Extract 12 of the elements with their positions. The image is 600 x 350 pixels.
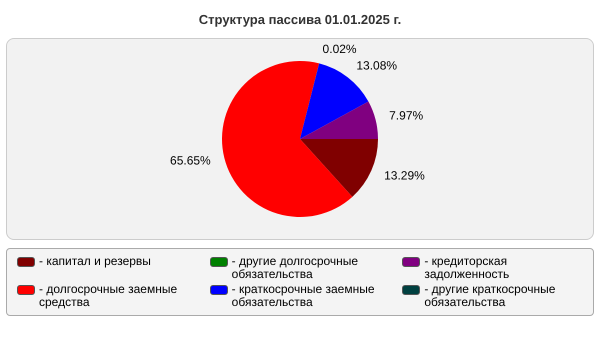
legend-label: - краткосрочные заемные обязательства bbox=[232, 282, 376, 309]
data-label: 0.02% bbox=[322, 42, 357, 56]
legend-label: - другие долгосрочные обязательства bbox=[232, 254, 360, 281]
legend-label: - другие краткосрочные обязательства bbox=[424, 282, 556, 309]
legend-label: - кредиторская задолженность bbox=[424, 254, 510, 281]
legend-label: - капитал и резервы bbox=[39, 254, 151, 268]
data-label: 13.08% bbox=[356, 58, 398, 73]
legend-label: - долгосрочные заемные средства bbox=[39, 282, 178, 309]
data-label: 65.65% bbox=[170, 154, 212, 168]
chart-title: Структура пассива 01.01.2025 г. bbox=[198, 11, 402, 29]
data-label: 7.97% bbox=[389, 108, 424, 123]
data-label: 13.29% bbox=[384, 168, 426, 183]
